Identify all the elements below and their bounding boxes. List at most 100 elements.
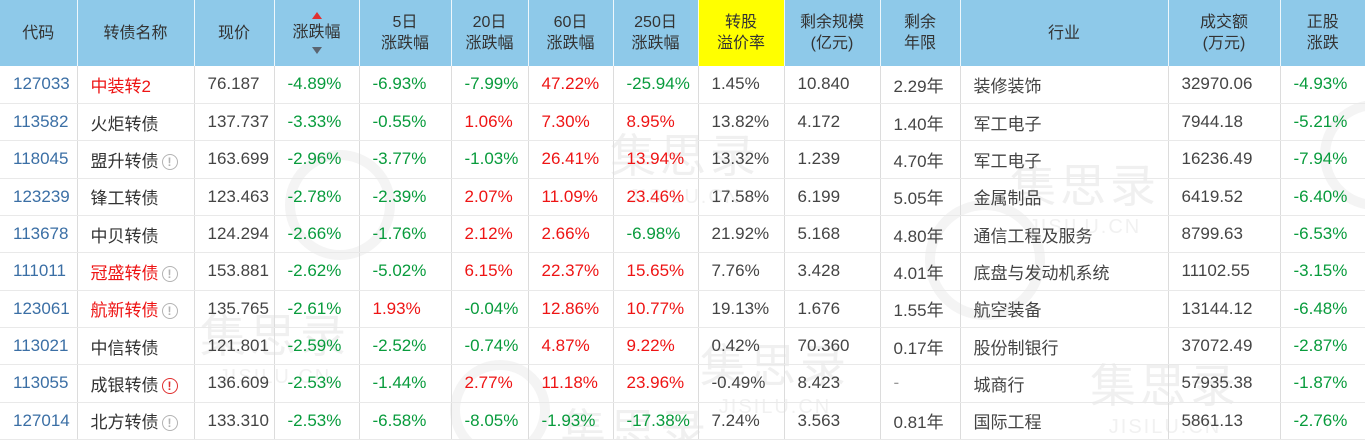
- info-icon[interactable]: !: [161, 377, 178, 394]
- column-header-industry[interactable]: 行业: [960, 0, 1169, 66]
- cell-premium: 1.45%: [698, 66, 785, 104]
- cell-turnover: 13144.12: [1168, 290, 1281, 328]
- cell-change-250d: 8.95%: [613, 103, 699, 142]
- table-body: 127033 中装转2! 76.187 -4.89% -6.93% -7.99%…: [0, 66, 1365, 440]
- bond-code-link[interactable]: 111011: [13, 261, 66, 281]
- cell-premium: 13.82%: [698, 103, 785, 142]
- bond-name-link[interactable]: 航新转债: [90, 301, 159, 321]
- cell-price: 135.765: [194, 290, 275, 328]
- info-icon[interactable]: !: [161, 265, 178, 282]
- column-header-name[interactable]: 转债名称: [77, 0, 195, 66]
- bond-code-link[interactable]: 113055: [13, 373, 69, 393]
- cell-industry: 通信工程及服务: [960, 215, 1169, 254]
- column-header-label-line2: 涨跌: [1306, 35, 1339, 52]
- cell-remaining-size: 10.840: [784, 66, 881, 104]
- cell-stock-change: -6.48%: [1280, 290, 1365, 328]
- cell-remaining-size: 5.168: [784, 215, 881, 254]
- cell-industry: 航空装备: [960, 290, 1169, 328]
- info-icon[interactable]: !: [161, 153, 178, 170]
- column-header-years[interactable]: 剩余 年限: [880, 0, 961, 66]
- info-icon[interactable]: !: [161, 415, 178, 432]
- bond-name-link[interactable]: 冠盛转债: [90, 263, 159, 283]
- cell-change-20d: 2.77%: [451, 364, 529, 403]
- column-header-label: 正股: [1306, 14, 1339, 31]
- column-header-label: 代码: [22, 24, 55, 42]
- cell-premium: 21.92%: [698, 215, 785, 254]
- cell-remaining-years: 2.29年: [880, 66, 961, 104]
- bond-name-link[interactable]: 北方转债: [90, 413, 159, 433]
- bond-code-link[interactable]: 127014: [13, 410, 70, 430]
- table-row: 113021 中信转债! 121.801 -2.59% -2.52% -0.74…: [0, 327, 1365, 366]
- bond-name-link[interactable]: 盟升转债: [90, 151, 159, 171]
- bond-name-link[interactable]: 成银转债: [90, 375, 159, 395]
- cell-change-60d: -1.93%: [528, 402, 614, 440]
- column-header-size[interactable]: 剩余规模 (亿元): [784, 0, 881, 66]
- bond-name-link[interactable]: 锋工转债: [90, 189, 159, 209]
- bond-code-link[interactable]: 123239: [13, 186, 70, 206]
- cell-industry: 金属制品: [960, 178, 1169, 216]
- column-header-label: 涨跌幅: [292, 24, 341, 41]
- cell-price: 153.881: [194, 252, 275, 291]
- column-header-stock[interactable]: 正股 涨跌: [1280, 0, 1365, 66]
- cell-premium: -0.49%: [698, 364, 785, 403]
- cell-code: 123239: [0, 178, 78, 216]
- cell-change-5d: -5.02%: [359, 252, 452, 291]
- cell-turnover: 57935.38: [1168, 364, 1281, 403]
- cell-turnover: 16236.49: [1168, 140, 1281, 179]
- column-header-price[interactable]: 现价: [194, 0, 275, 66]
- column-header-label: 5日: [392, 14, 418, 31]
- cell-change-5d: -3.77%: [359, 140, 452, 179]
- cell-remaining-size: 1.676: [784, 290, 881, 328]
- bond-name-link[interactable]: 中装转2: [90, 76, 151, 96]
- cell-remaining-years: 4.01年: [880, 252, 961, 291]
- bond-code-link[interactable]: 113678: [13, 224, 69, 244]
- bond-code-link[interactable]: 123061: [13, 298, 70, 318]
- cell-change-20d: -0.74%: [451, 327, 529, 366]
- bond-code-link[interactable]: 113582: [13, 112, 69, 132]
- cell-turnover: 32970.06: [1168, 66, 1281, 104]
- sort-descending-icon[interactable]: [311, 47, 322, 54]
- column-header-chg250[interactable]: 250日 涨跌幅: [613, 0, 699, 66]
- cell-remaining-years: 1.40年: [880, 103, 961, 142]
- cell-name: 航新转债!: [77, 290, 195, 328]
- cell-change-60d: 47.22%: [528, 66, 614, 104]
- column-header-premium[interactable]: 转股 溢价率: [698, 0, 785, 66]
- bond-code-link[interactable]: 127033: [13, 74, 70, 94]
- cell-name: 冠盛转债!: [77, 252, 195, 291]
- sort-ascending-icon[interactable]: [311, 12, 322, 19]
- cell-change-20d: -7.99%: [451, 66, 529, 104]
- column-header-label: 剩余: [903, 14, 936, 31]
- column-header-turnover[interactable]: 成交额 (万元): [1168, 0, 1281, 66]
- bond-code-link[interactable]: 113021: [13, 336, 69, 356]
- column-header-chg20[interactable]: 20日 涨跌幅: [451, 0, 529, 66]
- cell-turnover: 5861.13: [1168, 402, 1281, 440]
- bond-name-link[interactable]: 火炬转债: [90, 114, 159, 134]
- bond-code-link[interactable]: 118045: [13, 149, 69, 169]
- column-header-chg60[interactable]: 60日 涨跌幅: [528, 0, 614, 66]
- cell-change-60d: 22.37%: [528, 252, 614, 291]
- cell-premium: 0.42%: [698, 327, 785, 366]
- bond-name-link[interactable]: 中贝转债: [90, 226, 159, 246]
- cell-change-20d: -0.04%: [451, 290, 529, 328]
- cell-change-60d: 4.87%: [528, 327, 614, 366]
- cell-change-5d: -2.39%: [359, 178, 452, 216]
- cell-change-250d: 23.46%: [613, 178, 699, 216]
- bond-name-link[interactable]: 中信转债: [90, 338, 159, 358]
- cell-remaining-years: -: [880, 364, 961, 403]
- column-header-code[interactable]: 代码: [0, 0, 78, 66]
- column-header-label-line2: 涨跌幅: [546, 35, 595, 52]
- column-header-chg5[interactable]: 5日 涨跌幅: [359, 0, 452, 66]
- cell-name: 北方转债!: [77, 402, 195, 440]
- cell-code: 118045: [0, 140, 78, 179]
- column-header-change[interactable]: 涨跌幅: [274, 0, 360, 66]
- table-row: 113055 成银转债! 136.609 -2.53% -1.44% 2.77%…: [0, 364, 1365, 403]
- cell-code: 113582: [0, 103, 78, 142]
- cell-code: 111011: [0, 252, 78, 291]
- info-icon[interactable]: !: [161, 303, 178, 320]
- cell-change-250d: -17.38%: [613, 402, 699, 440]
- cell-industry: 军工电子: [960, 140, 1169, 179]
- cell-change-20d: 2.07%: [451, 178, 529, 216]
- cell-change-20d: -8.05%: [451, 402, 529, 440]
